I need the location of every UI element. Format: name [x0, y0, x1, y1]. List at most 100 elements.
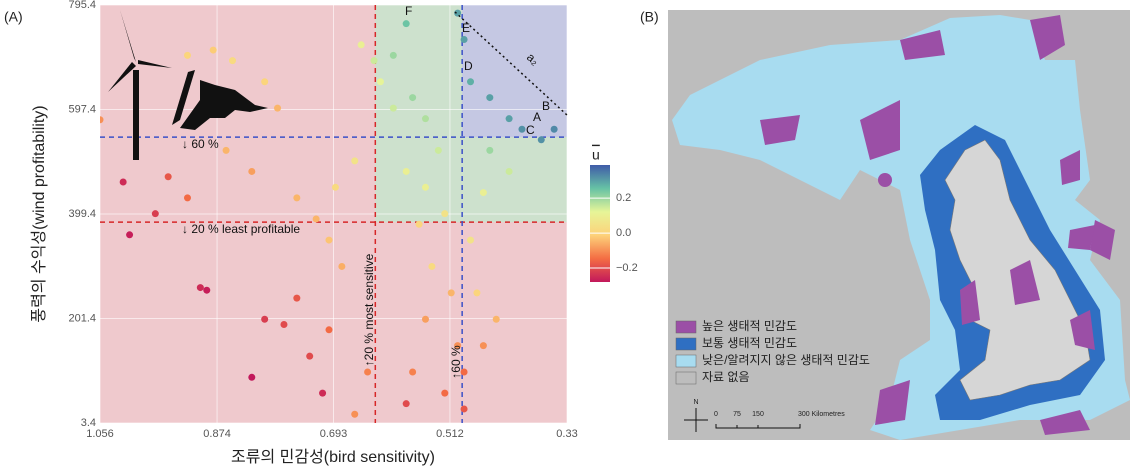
point	[261, 78, 269, 86]
colorbar-tick-label: 0.0	[616, 227, 631, 239]
y-axis-label: 풍력의 수익성(wind profitability)	[30, 105, 48, 322]
point	[203, 286, 211, 294]
x-tick-label: 1.056	[86, 428, 114, 440]
point	[421, 315, 429, 323]
point	[486, 94, 494, 102]
annotation: ↑60 %	[449, 345, 463, 379]
point	[402, 20, 410, 28]
point	[486, 146, 494, 154]
point	[196, 284, 204, 292]
point	[421, 183, 429, 191]
point	[441, 389, 449, 397]
point	[325, 236, 333, 244]
point	[473, 289, 481, 297]
point	[183, 51, 191, 59]
x-axis-label: 조류의 민감성(bird sensitivity)	[231, 448, 435, 466]
scale-label: 150	[752, 411, 764, 418]
point	[441, 210, 449, 218]
x-tick-label: 0.33	[556, 428, 577, 440]
annotation: F	[405, 4, 412, 18]
y-tick-label: 399.4	[68, 208, 96, 220]
point	[183, 194, 191, 202]
point	[376, 78, 384, 86]
point	[119, 178, 127, 186]
colorbar	[590, 165, 610, 282]
point	[537, 136, 545, 144]
point	[306, 352, 314, 360]
point	[248, 167, 256, 175]
point	[325, 326, 333, 334]
point	[389, 51, 397, 59]
x-tick-label: 0.874	[203, 428, 231, 440]
point	[100, 116, 104, 124]
point	[479, 189, 487, 197]
colorbar-tick-label: −0.2	[616, 262, 638, 274]
legend-swatch	[675, 320, 697, 334]
plot-area	[100, 5, 567, 423]
point	[518, 125, 526, 133]
point	[460, 368, 468, 376]
point	[351, 157, 359, 165]
point	[293, 294, 301, 302]
point	[454, 342, 462, 350]
annotation: E	[462, 21, 470, 35]
point	[229, 57, 237, 65]
annotation: ↑20 % most sensitive	[362, 253, 376, 366]
point	[434, 146, 442, 154]
legend-label: 보통 생태적 민감도	[702, 336, 797, 350]
point	[370, 57, 378, 65]
point	[409, 368, 417, 376]
point	[293, 194, 301, 202]
annotation: ↓ 20 % least profitable	[182, 222, 300, 236]
point	[505, 115, 513, 123]
point	[164, 173, 172, 181]
point	[409, 94, 417, 102]
map	[668, 10, 1130, 440]
point	[505, 167, 513, 175]
point	[492, 315, 500, 323]
dotted-line	[454, 11, 568, 116]
panel-label: (A)	[4, 9, 23, 25]
y-tick-label: 3.4	[81, 417, 96, 429]
region	[462, 5, 567, 138]
scale-label: 0	[714, 411, 718, 418]
point	[312, 215, 320, 223]
legend-swatch	[675, 354, 697, 368]
scale-label: 300 Kilometres	[798, 411, 845, 418]
point	[550, 125, 558, 133]
point	[261, 315, 269, 323]
point	[331, 183, 339, 191]
point	[402, 400, 410, 408]
point	[364, 368, 372, 376]
point	[467, 236, 475, 244]
point	[222, 146, 230, 154]
point	[467, 78, 475, 86]
annotation: ↓ 60 %	[182, 137, 219, 151]
colorbar-title: u	[592, 147, 600, 163]
point	[248, 373, 256, 381]
legend-label: 자료 없음	[702, 370, 750, 384]
point	[357, 41, 365, 49]
panel-label: (B)	[640, 9, 659, 25]
point	[319, 389, 327, 397]
x-tick-label: 0.512	[436, 428, 464, 440]
y-tick-label: 597.4	[68, 103, 96, 115]
point	[460, 405, 468, 413]
compass-label: N	[693, 399, 698, 406]
point	[479, 342, 487, 350]
legend-label: 낮은/알려지지 않은 생태적 민감도	[702, 353, 870, 367]
point	[415, 220, 423, 228]
point	[126, 231, 134, 239]
scale-bar	[715, 424, 801, 429]
x-tick-label: 0.693	[320, 428, 348, 440]
annotation: B	[542, 99, 550, 113]
annotation: D	[464, 59, 473, 73]
turbine-icon	[108, 10, 195, 160]
point	[389, 104, 397, 112]
point	[274, 104, 282, 112]
legend-swatch	[675, 337, 697, 351]
y-tick-label: 795.4	[68, 0, 96, 11]
point	[151, 210, 159, 218]
